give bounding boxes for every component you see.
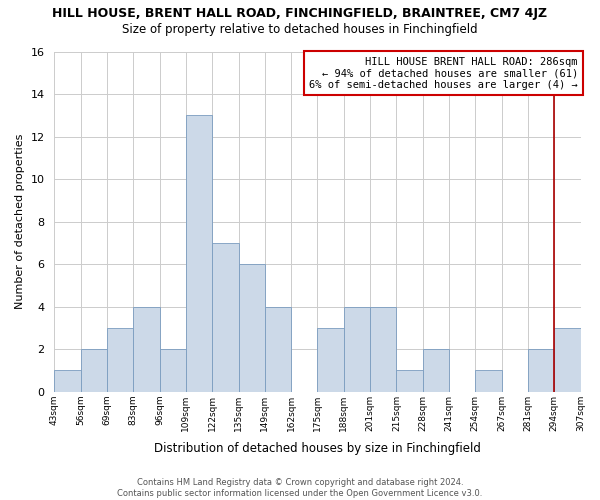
X-axis label: Distribution of detached houses by size in Finchingfield: Distribution of detached houses by size … — [154, 442, 481, 455]
Text: HILL HOUSE, BRENT HALL ROAD, FINCHINGFIELD, BRAINTREE, CM7 4JZ: HILL HOUSE, BRENT HALL ROAD, FINCHINGFIE… — [52, 8, 548, 20]
Bar — [397, 370, 422, 392]
Y-axis label: Number of detached properties: Number of detached properties — [15, 134, 25, 310]
Bar — [528, 349, 554, 392]
Bar — [344, 306, 370, 392]
Bar — [422, 349, 449, 392]
Bar — [186, 116, 212, 392]
Bar — [317, 328, 344, 392]
Bar — [133, 306, 160, 392]
Bar — [239, 264, 265, 392]
Bar — [554, 328, 581, 392]
Text: Contains HM Land Registry data © Crown copyright and database right 2024.
Contai: Contains HM Land Registry data © Crown c… — [118, 478, 482, 498]
Bar — [212, 243, 239, 392]
Bar — [55, 370, 81, 392]
Bar — [160, 349, 186, 392]
Bar — [107, 328, 133, 392]
Bar — [475, 370, 502, 392]
Bar — [370, 306, 397, 392]
Text: Size of property relative to detached houses in Finchingfield: Size of property relative to detached ho… — [122, 22, 478, 36]
Bar — [81, 349, 107, 392]
Text: HILL HOUSE BRENT HALL ROAD: 286sqm
← 94% of detached houses are smaller (61)
6% : HILL HOUSE BRENT HALL ROAD: 286sqm ← 94%… — [309, 56, 578, 90]
Bar — [265, 306, 291, 392]
